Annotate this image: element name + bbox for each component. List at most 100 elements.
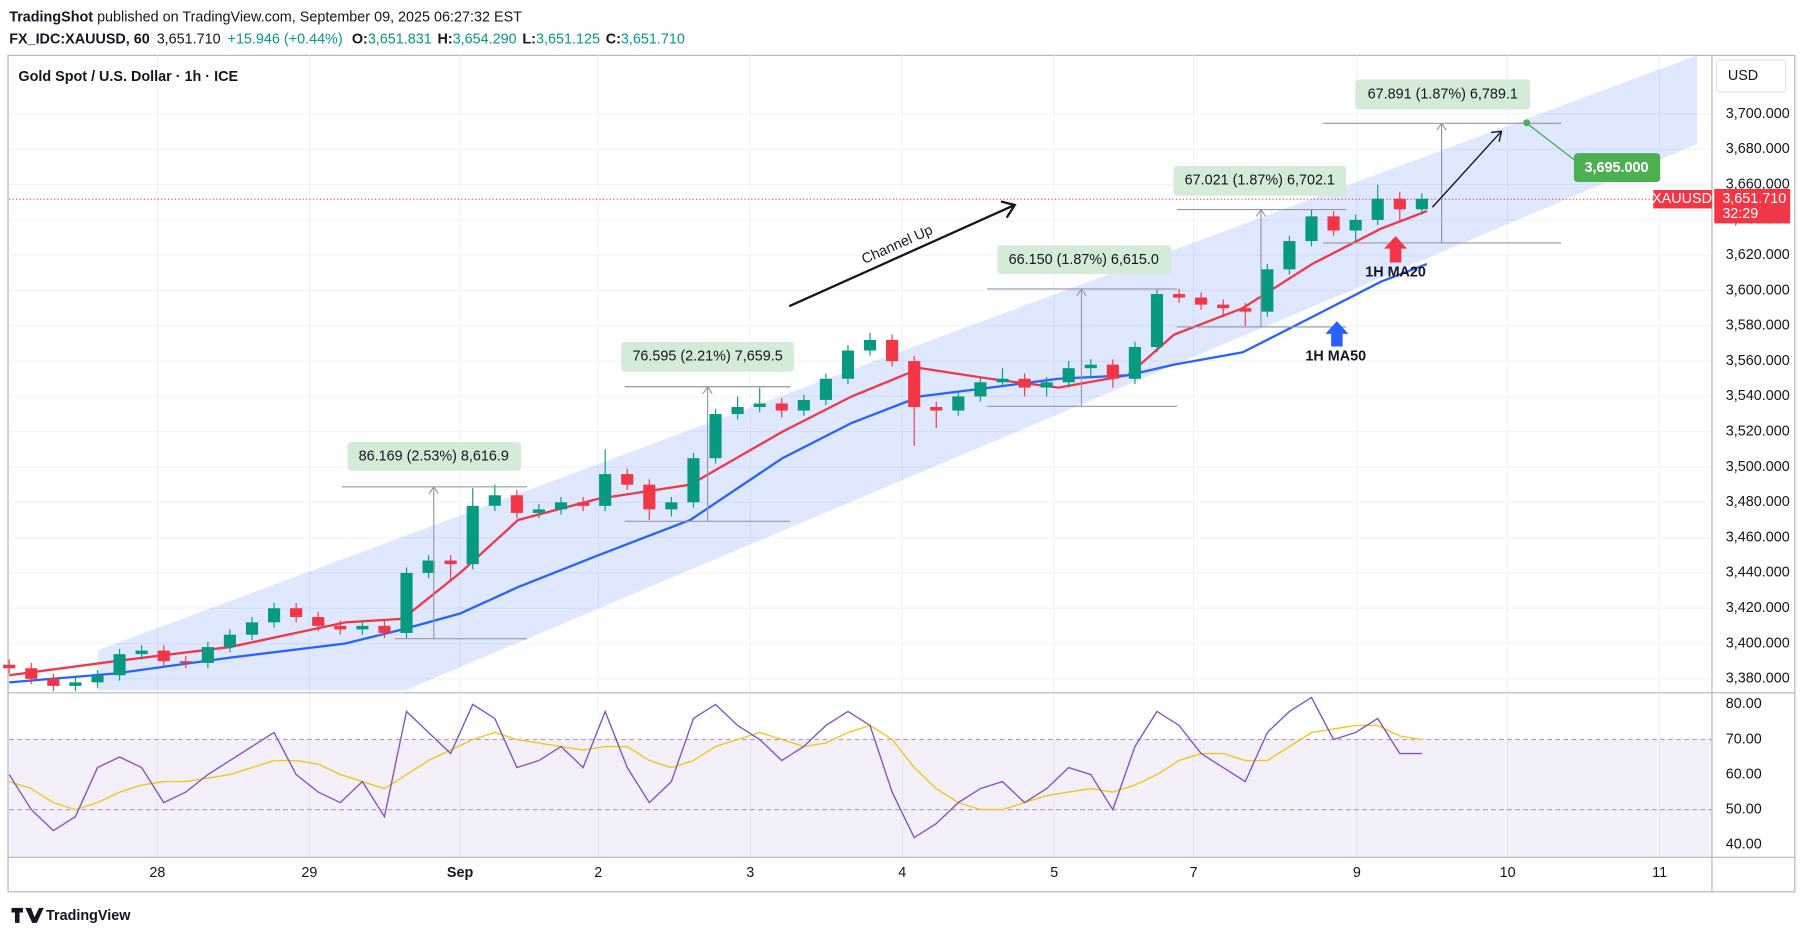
candle-body: [422, 560, 435, 573]
plot: [3, 184, 1428, 839]
x-tick-label: 9: [1353, 865, 1361, 881]
candle-body: [91, 675, 104, 683]
y-tick-label: 3,680.000: [1726, 141, 1790, 157]
ma50-arrow: [1325, 321, 1349, 347]
y-tick-label: 3,580.000: [1726, 318, 1790, 334]
candle-body: [908, 361, 921, 407]
ohlc-key: L:: [522, 31, 536, 47]
publisher: TradingShot: [9, 9, 93, 25]
candle-body: [599, 474, 612, 506]
currency: USD: [1728, 68, 1758, 84]
candle-body: [731, 406, 744, 415]
candle-body: [532, 509, 546, 513]
candle-body: [25, 668, 38, 679]
ohlc-value: 3,651.125: [536, 31, 600, 47]
y-tick-label: 3,560.000: [1726, 353, 1790, 369]
measure-3: [987, 287, 1177, 407]
currency-box: [1715, 59, 1787, 93]
candle-body: [753, 403, 766, 407]
candle-body: [223, 634, 237, 648]
candle-body: [1150, 294, 1164, 347]
measure-label: 76.595 (2.21%) 7,659.5: [632, 349, 782, 365]
tv-logo: [11, 907, 44, 923]
ohlc: O:3,651.831 H:3,654.290 L:3,651.125 C:3,651…: [352, 31, 685, 47]
y-tick-label: 3,380.000: [1726, 671, 1790, 687]
candle-body: [444, 560, 457, 565]
x-tick-label: 4: [898, 865, 906, 881]
projection-arrow: [1431, 130, 1503, 208]
channel: [97, 55, 1698, 691]
ohlc-key: O:: [352, 31, 368, 47]
y-tick-label: 3,500.000: [1726, 459, 1790, 475]
y-tick-label: 3,440.000: [1726, 565, 1790, 581]
candle-body: [1305, 216, 1318, 242]
candle-body: [69, 682, 82, 686]
rsi-band: [9, 739, 1712, 858]
header-line-2: FX_IDC:XAUUSD, 60 3,651.710 +15.946 (+0.44…: [9, 31, 685, 47]
candle-body: [3, 664, 16, 669]
candle-body: [245, 622, 259, 635]
ma-line: [9, 262, 1428, 684]
rsi-line: [8, 696, 1422, 839]
candle-body: [113, 654, 126, 676]
candle-body: [819, 378, 832, 400]
measure-label: 66.150 (1.87%) 6,615.0: [1009, 252, 1159, 268]
ohlc-key: C:: [606, 31, 621, 47]
candle-body: [841, 350, 855, 379]
candle-body: [974, 382, 987, 397]
y-tick-label: 3,400.000: [1726, 635, 1790, 651]
rsi-ma-line: [8, 724, 1422, 811]
x-tick-label: 11: [1652, 865, 1667, 881]
rsi-tick-label: 80.00: [1726, 696, 1762, 712]
candle-body: [290, 608, 303, 618]
candle-body: [577, 502, 590, 506]
candle-body: [334, 625, 347, 630]
ohlc-key: H:: [438, 31, 453, 47]
candle-body: [643, 484, 656, 510]
candle-body: [356, 625, 369, 630]
ohlc-value: 3,654.290: [453, 31, 517, 47]
chart-title: Gold Spot / U.S. Dollar · 1h · ICE: [18, 69, 238, 85]
y-tick-label: 3,600.000: [1726, 282, 1790, 298]
candle-body: [466, 505, 479, 565]
countdown: 32:29: [1722, 206, 1758, 222]
candle-body: [1371, 198, 1384, 220]
axes: 3,380.000 3,400.000 3,420.000 3,440.000 3,46…: [149, 106, 1791, 881]
candle-body: [1062, 368, 1075, 383]
x-tick-label: 5: [1050, 865, 1058, 881]
candle-body: [1172, 294, 1186, 298]
candle-body: [1393, 198, 1406, 210]
candle-body: [157, 650, 170, 662]
ohlc-value: 3,651.710: [621, 31, 685, 47]
measure-box: [997, 245, 1172, 274]
symbol: FX_IDC:XAUUSD, 60: [9, 31, 150, 47]
rsi-tick-label: 50.00: [1726, 801, 1762, 817]
candle-body: [930, 406, 943, 411]
y-tick-label: 3,420.000: [1726, 600, 1790, 616]
candle-body: [886, 339, 899, 362]
candle-body: [952, 396, 965, 411]
candle-body: [400, 572, 413, 633]
published: published on TradingView.com, September …: [97, 9, 522, 25]
candle-body: [47, 678, 60, 686]
candle-body: [996, 378, 1009, 383]
measure-2: [624, 385, 791, 522]
measures: [341, 122, 1562, 640]
measure-box: [347, 441, 522, 471]
measure-label: 67.021 (1.87%) 6,702.1: [1185, 173, 1335, 189]
candle-body: [775, 403, 788, 411]
last-price-label: 3,651.710: [1722, 191, 1786, 207]
candle-body: [179, 661, 192, 663]
measure-4: [1176, 208, 1347, 328]
candle-body: [510, 495, 523, 513]
y-tick-label: 3,480.000: [1726, 494, 1790, 510]
measure-box: [1173, 165, 1347, 196]
price: 3,651.710: [157, 31, 221, 47]
grid: [9, 55, 1712, 858]
measure-5: [1323, 122, 1562, 244]
candle-body: [378, 625, 391, 633]
x-tick-label: Sep: [447, 865, 474, 881]
y-tick-label: 3,700.000: [1726, 106, 1790, 122]
measure-labels: [347, 79, 1531, 471]
